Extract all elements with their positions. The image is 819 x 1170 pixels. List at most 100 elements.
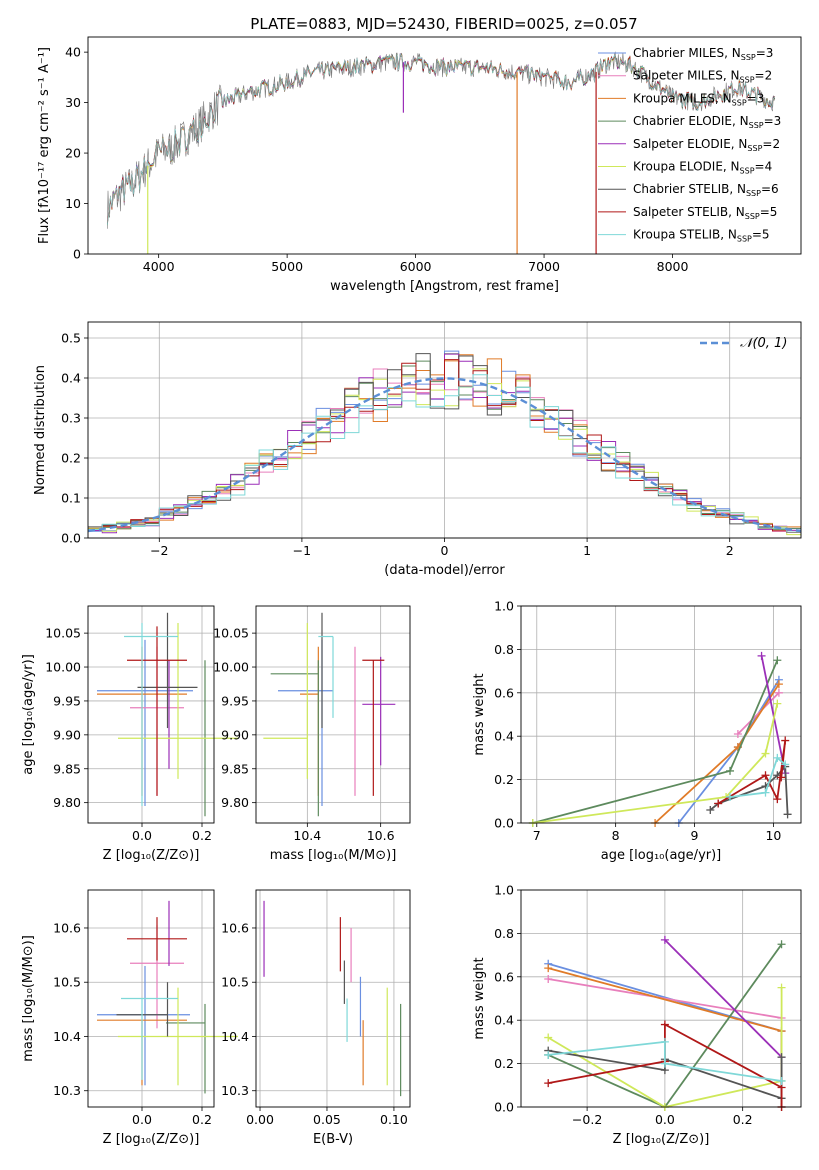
legend-label: Kroupa STELIB, NSSP=5: [633, 228, 770, 244]
y-tick-label: 10.4: [221, 1029, 249, 1044]
y-tick-label: 10.6: [53, 920, 81, 935]
x-axis-label: mass [log₁₀(M/M⊙)]: [270, 848, 397, 863]
x-tick-label: 10.6: [367, 828, 395, 843]
legend-label: Kroupa ELODIE, NSSP=4: [633, 160, 772, 176]
mass_age-frame: [255, 605, 411, 824]
axes-ebv_mass: 0.00 0.05 0.10 10.3 10.4 10.5 10.6 E(B-V): [221, 890, 410, 1147]
series-line: [654, 683, 780, 824]
legend-value: =2: [755, 69, 773, 83]
series-marker: [773, 795, 782, 804]
x-tick-label: 5000: [271, 259, 303, 274]
y-tick-label: 10.3: [221, 1083, 249, 1098]
legend-value: =5: [760, 205, 778, 219]
y-tick-label: 9.90: [221, 727, 249, 742]
series-marker: [773, 656, 782, 665]
y-tick-label: 40: [65, 45, 81, 60]
figure-title: PLATE=0883, MJD=52430, FIBERID=0025, z=0…: [250, 15, 637, 33]
ebv_mass-frame: [255, 889, 411, 1108]
legend-value: =5: [752, 228, 770, 242]
series-marker: [544, 974, 553, 983]
y-tick-label: 10.4: [53, 1029, 81, 1044]
y-tick-label: 10.05: [213, 626, 249, 641]
y-tick-label: 0.1: [61, 491, 81, 506]
x-tick-label: 2: [726, 543, 734, 558]
series-marker: [777, 1076, 786, 1085]
x-tick-label: 0.0: [655, 1112, 675, 1127]
errorbars-z_age: [97, 612, 238, 817]
legend-value: =2: [762, 137, 780, 151]
y-tick-label: 10.00: [213, 660, 249, 675]
series-marker: [777, 983, 786, 992]
axes-z_age: 0.0 0.2 9.80 9.85 9.90 9.95 10.00 10.05 Z [log₁₀…: [21, 606, 214, 863]
x-tick-label: 8000: [657, 259, 689, 274]
series-marker: [777, 940, 786, 949]
series-marker: [783, 810, 792, 819]
series-marker: [660, 935, 669, 944]
z_weight-frame: [520, 889, 802, 1108]
y-tick-label: 10.00: [45, 660, 81, 675]
x-tick-label: 10: [765, 828, 781, 843]
y-tick-label: 10.5: [53, 975, 81, 990]
y-tick-label: 0.2: [61, 451, 81, 466]
model-spectrum: [106, 53, 776, 225]
x-axis-label: E(B-V): [313, 1132, 353, 1147]
x-axis-label: Z [log₁₀(Z/Z⊙)]: [103, 848, 200, 863]
y-tick-label: 9.90: [53, 727, 81, 742]
series-marker: [544, 1050, 553, 1059]
x-tick-label: 7: [533, 828, 541, 843]
legend-label: Chabrier MILES, NSSP=3: [633, 46, 773, 62]
x-tick-label: 8: [612, 828, 620, 843]
y-tick-label: 0.5: [61, 331, 81, 346]
series-line: [729, 756, 786, 798]
x-tick-label: −1: [293, 543, 311, 558]
y-tick-label: 10: [65, 196, 81, 211]
series-marker: [777, 773, 786, 782]
y-tick-label: 0.8: [494, 926, 514, 941]
y-tick-label: 0.3: [61, 411, 81, 426]
spectrum-lines: [106, 51, 776, 254]
y-tick-label: 10.6: [221, 920, 249, 935]
errorbars-z_mass: [97, 900, 238, 1094]
legend-subscript: SSP: [747, 144, 762, 153]
x-axis-label: wavelength [Angstrom, rest frame]: [330, 279, 559, 294]
legend-subscript: SSP: [732, 98, 747, 107]
axes-mass_age: 10.4 10.6 9.80 9.85 9.90 9.95 10.00 10.05 mass […: [213, 606, 410, 863]
x-tick-label: −0.2: [572, 1112, 602, 1127]
series-marker: [757, 651, 766, 660]
legend-label: Chabrier ELODIE, NSSP=3: [633, 114, 781, 130]
y-tick-label: 9.85: [221, 761, 249, 776]
x-axis-label: age [log₁₀(age/yr)]: [601, 848, 722, 863]
residuals-frame: [87, 321, 802, 539]
y-axis-label: Flux [fλ10⁻¹⁷ erg cm⁻² s⁻¹ A⁻¹]: [37, 47, 52, 244]
series-line: [709, 764, 789, 815]
y-tick-label: 10.5: [221, 975, 249, 990]
legend-subscript: SSP: [749, 121, 764, 130]
y-tick-label: 9.95: [53, 693, 81, 708]
series-marker: [660, 1059, 669, 1068]
x-tick-label: −2: [150, 543, 168, 558]
series-marker: [781, 736, 790, 745]
y-tick-label: 0.4: [494, 1013, 514, 1028]
y-tick-label: 0.4: [61, 371, 81, 386]
y-axis-label: Normed distribution: [33, 365, 48, 495]
axes-residuals: −2 −1 0 1 2 0.0 0.1 0.2 0.3 0.4 0.5 (data-model)/er…: [33, 322, 801, 578]
axes-spectrum: 4000 5000 6000 7000 8000 0 10 20 30 40 wavelength …: [37, 45, 688, 294]
series-marker: [774, 680, 783, 689]
legend-subscript: SSP: [740, 167, 755, 176]
x-tick-label: 0.05: [313, 1112, 341, 1127]
y-tick-label: 10.05: [45, 626, 81, 641]
legend-subscript: SSP: [737, 235, 752, 244]
series-marker: [761, 749, 770, 758]
x-tick-label: 9: [691, 828, 699, 843]
legend-label: Chabrier STELIB, NSSP=6: [633, 182, 779, 198]
series-line: [664, 939, 783, 1058]
z_mass-frame: [87, 889, 215, 1108]
legend-value: =4: [755, 160, 773, 174]
legend-label: Salpeter STELIB, NSSP=5: [633, 205, 777, 221]
series-marker: [726, 766, 735, 775]
legend-label: Salpeter MILES, NSSP=2: [633, 69, 772, 85]
series-marker: [660, 1020, 669, 1029]
axes-z_mass: 0.0 0.2 10.3 10.4 10.5 10.6 Z [log₁₀(Z/Z⊙)] mas…: [21, 890, 214, 1147]
x-axis-label: (data-model)/error: [384, 563, 505, 578]
